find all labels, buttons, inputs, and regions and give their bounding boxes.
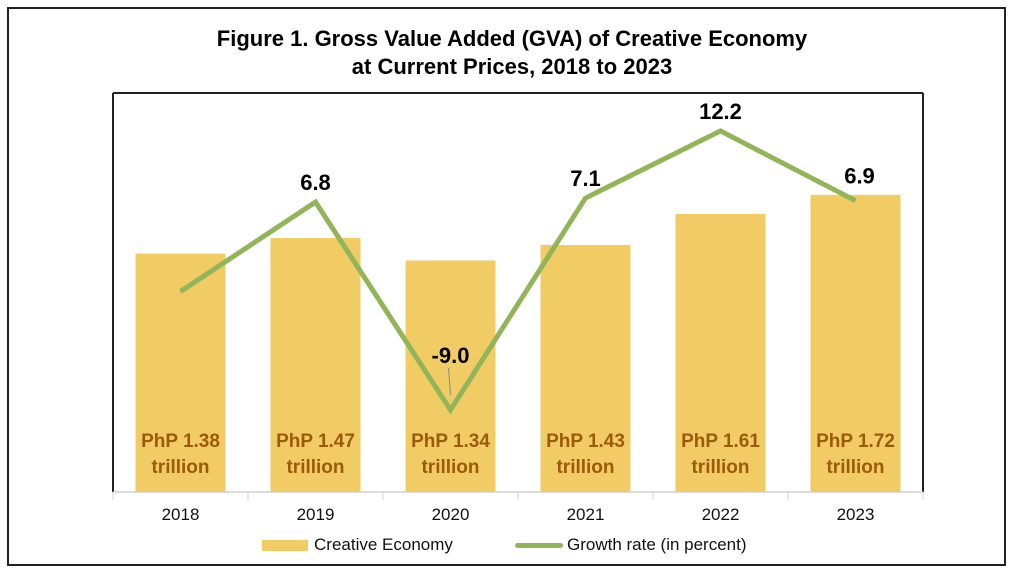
growth-rate-line: [179, 128, 857, 415]
x-tick-label: 2021: [567, 505, 605, 524]
bar-unit-label: trillion: [421, 457, 479, 478]
growth-value-label: 7.1: [570, 166, 601, 191]
growth-value-label: 6.9: [844, 164, 875, 189]
growth-value-label: 6.8: [300, 170, 331, 195]
growth-value-label: -9.0: [432, 343, 470, 368]
bar-value-label: PhP 1.61: [681, 431, 760, 452]
bar-value-label: PhP 1.47: [276, 431, 355, 452]
legend-label: Growth rate (in percent): [567, 535, 747, 554]
bar-value-label: PhP 1.43: [546, 431, 625, 452]
bar-2018: [135, 253, 226, 492]
legend-item-growth-rate: Growth rate (in percent): [515, 535, 747, 555]
x-tick-label: 2018: [162, 505, 200, 524]
bar-2022: [675, 213, 766, 492]
bar-unit-label: trillion: [151, 457, 209, 478]
legend-swatch-line: [515, 542, 563, 548]
chart-title-line-1: Figure 1. Gross Value Added (GVA) of Cre…: [216, 26, 808, 51]
legend-label: Creative Economy: [314, 535, 453, 554]
label-leader-line: [448, 367, 451, 395]
bar-unit-label: trillion: [286, 457, 344, 478]
bar-2021: [540, 244, 631, 492]
bar-unit-label: trillion: [691, 457, 749, 478]
x-tick-label: 2019: [297, 505, 335, 524]
bar-unit-label: trillion: [826, 457, 884, 478]
bar-2020: [405, 260, 496, 492]
legend-swatch-bar: [262, 539, 308, 551]
x-tick-label: 2022: [702, 505, 740, 524]
growth-value-label: 12.2: [699, 99, 742, 124]
bar-unit-label: trillion: [556, 457, 614, 478]
bar-value-label: PhP 1.34: [411, 431, 490, 452]
bar-value-label: PhP 1.72: [816, 431, 895, 452]
bar-2019: [270, 238, 361, 492]
figure-frame: [7, 7, 1006, 566]
chart-title-line-2: at Current Prices, 2018 to 2023: [351, 54, 673, 79]
x-tick-label: 2020: [432, 505, 470, 524]
bar-2023: [810, 194, 901, 492]
bar-value-label: PhP 1.38: [141, 431, 220, 452]
x-tick-label: 2023: [837, 505, 875, 524]
legend-item-creative-economy: Creative Economy: [262, 535, 453, 555]
